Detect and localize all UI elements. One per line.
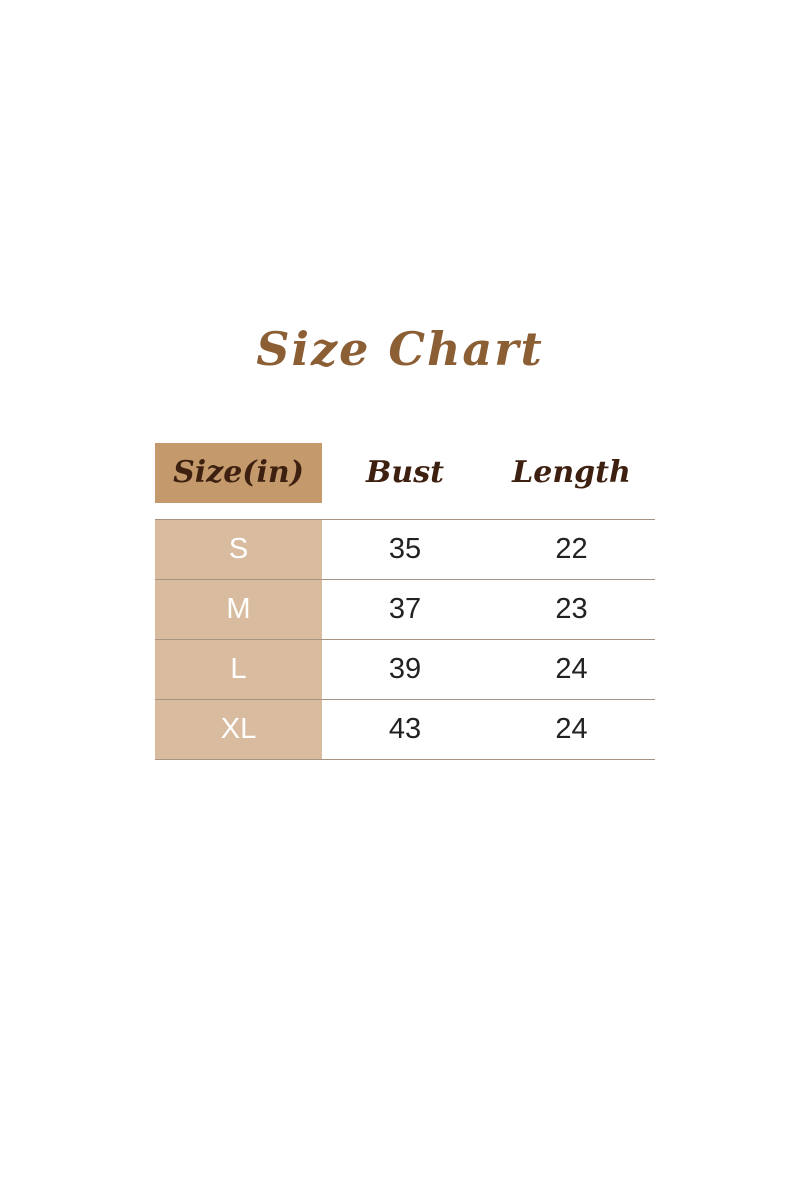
size-cell: L xyxy=(155,640,322,699)
page-title: Size Chart xyxy=(256,322,544,376)
table-row: M 37 23 xyxy=(155,580,655,640)
header-size: Size(in) xyxy=(155,443,322,503)
length-cell: 24 xyxy=(555,653,588,685)
table-row: L 39 24 xyxy=(155,640,655,700)
bust-cell: 37 xyxy=(388,593,422,625)
table-row: S 35 22 xyxy=(155,520,655,580)
bust-cell: 35 xyxy=(388,533,422,565)
header-length: Length xyxy=(512,455,631,490)
table-row: XL 43 24 xyxy=(155,700,655,760)
size-table: S 35 22 M 37 23 L 39 24 XL 43 24 xyxy=(155,519,655,760)
size-cell: XL xyxy=(155,700,322,759)
bust-cell: 39 xyxy=(388,653,422,685)
bust-cell: 43 xyxy=(388,713,422,745)
length-cell: 22 xyxy=(555,533,588,565)
length-cell: 23 xyxy=(555,593,588,625)
size-cell: S xyxy=(155,520,322,579)
size-cell: M xyxy=(155,580,322,639)
header-bust: Bust xyxy=(366,455,444,490)
length-cell: 24 xyxy=(555,713,588,745)
